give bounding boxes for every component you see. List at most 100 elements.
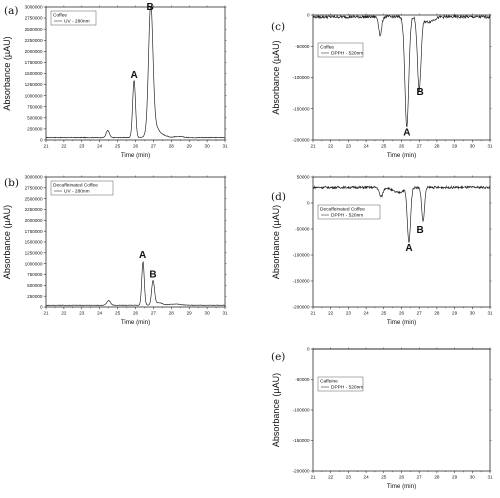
- panel-b-x-tick-label: 28: [169, 311, 175, 316]
- panel-b-peak-a: A: [139, 250, 146, 261]
- panel-c-x-tick-label: 23: [346, 144, 352, 149]
- panel-a-x-tick-label: 24: [97, 144, 103, 149]
- panel-c-y-tick-label: -200000: [293, 138, 310, 143]
- panel-d-x-tick-label: 29: [452, 311, 458, 316]
- panel-e-legend-entry: DPPH - 520nm: [331, 385, 363, 391]
- panel-d-x-tick-label: 22: [328, 311, 334, 316]
- panel-e-y-tick-label: 0: [307, 347, 310, 352]
- panel-c-x-tick-label: 26: [399, 144, 405, 149]
- panel-b-y-tick-label: 750000: [27, 272, 43, 277]
- panel-a-y-tick-label: 1250000: [25, 82, 43, 87]
- panel-d-y-tick-label: -50000: [295, 227, 310, 232]
- panel-c-trace: [312, 14, 491, 128]
- panel-b-y-tick-label: 3000000: [25, 175, 43, 180]
- panel-b-y-tick-label: 500000: [27, 283, 43, 288]
- panel-d-frame: [312, 176, 491, 308]
- panel-b-frame: [45, 176, 226, 308]
- panel-b-x-axis-label: Time (min): [121, 319, 150, 326]
- panel-e-x-tick-label: 22: [328, 475, 334, 480]
- panel-a-x-tick-label: 23: [79, 144, 85, 149]
- panel-a-x-axis-label: Time (min): [121, 152, 150, 159]
- panel-c-peak-b: B: [416, 87, 423, 98]
- panel-b-x-tick-label: 22: [61, 311, 67, 316]
- panel-a-y-tick-label: 2000000: [25, 49, 43, 54]
- panel-b-y-tick-label: 2250000: [25, 207, 43, 212]
- panel-b-y-tick-label: 250000: [27, 294, 43, 299]
- panel-d-y-tick-label: 0: [307, 201, 310, 206]
- panel-d-x-tick-label: 31: [487, 311, 493, 316]
- panel-c-label: (c): [271, 21, 285, 33]
- panel-e-x-tick-label: 23: [346, 475, 352, 480]
- panel-b-y-tick-label: 1500000: [25, 240, 43, 245]
- panel-b-y-tick-label: 1750000: [25, 229, 43, 234]
- panel-d-y-tick-label: -150000: [293, 279, 310, 284]
- panel-d-x-tick-label: 27: [417, 311, 423, 316]
- panel-b-label: (b): [4, 177, 19, 189]
- panel-c-x-tick-label: 21: [310, 144, 316, 149]
- panel-a-y-tick-label: 250000: [27, 127, 43, 132]
- panel-d-peak-a: A: [405, 243, 412, 254]
- panel-b-trace: [45, 260, 226, 306]
- panel-b-y-tick-label: 1250000: [25, 250, 43, 255]
- panel-e-x-tick-label: 31: [487, 475, 493, 480]
- panel-c-x-tick-label: 25: [381, 144, 387, 149]
- panel-c-x-tick-label: 22: [328, 144, 334, 149]
- panel-b-y-tick-label: 2750000: [25, 185, 43, 190]
- panel-a-x-tick-label: 25: [115, 144, 121, 149]
- panel-c-x-tick-label: 30: [470, 144, 476, 149]
- panel-d-x-axis-label: Time (min): [387, 319, 416, 326]
- panel-a-x-tick-label: 28: [169, 144, 175, 149]
- panel-d-x-tick-label: 26: [399, 311, 405, 316]
- panel-c-x-tick-label: 28: [434, 144, 440, 149]
- panel-d-trace: [312, 185, 491, 243]
- panel-c-y-tick-label: -50000: [295, 44, 310, 49]
- panel-c-legend-entry: DPPH - 520nm: [331, 51, 363, 57]
- panel-c-y-tick-label: 0: [307, 13, 310, 18]
- panel-e-x-tick-label: 21: [310, 475, 316, 480]
- panel-e-y-axis-label: Absorbance (µAU): [271, 373, 281, 447]
- panel-c-x-tick-label: 29: [452, 144, 458, 149]
- panel-c-y-tick-label: -150000: [293, 106, 310, 111]
- panel-a-trace: [45, 6, 226, 139]
- panel-c-frame: [312, 14, 491, 141]
- panel-a-y-tick-label: 1500000: [25, 71, 43, 76]
- panel-d-x-tick-label: 25: [381, 311, 387, 316]
- panel-a-y-tick-label: 2500000: [25, 27, 43, 32]
- panel-e-x-tick-label: 29: [452, 475, 458, 480]
- panel-a-y-tick-label: 2750000: [25, 16, 43, 21]
- panel-b-legend-entry: UV - 280nm: [64, 189, 90, 195]
- panel-b-peak-b: B: [149, 270, 156, 281]
- panel-c-x-axis-label: Time (min): [387, 152, 416, 159]
- panel-c-y-tick-label: -100000: [293, 75, 310, 80]
- panel-e-y-tick-label: -200000: [293, 469, 310, 474]
- panel-a-legend-entry: UV - 280nm: [64, 19, 90, 25]
- panel-c-y-axis-label: Absorbance (µAU): [271, 40, 281, 114]
- panel-c-legend-title: Coffee: [320, 45, 334, 51]
- panel-a-x-tick-label: 22: [61, 144, 67, 149]
- panel-a-x-tick-label: 26: [133, 144, 139, 149]
- panel-a-y-tick-label: 500000: [27, 115, 43, 120]
- panel-c-legend: [317, 42, 364, 58]
- panel-d-y-axis-label: Absorbance (µAU): [271, 205, 281, 279]
- panel-e-x-tick-label: 25: [381, 475, 387, 480]
- panel-a-y-tick-label: 0: [40, 138, 43, 143]
- panel-d-x-tick-label: 30: [470, 311, 476, 316]
- panel-e-y-tick-label: -100000: [293, 408, 310, 413]
- panel-d-y-tick-label: -200000: [293, 305, 310, 310]
- panel-b-legend: [50, 180, 114, 196]
- panel-a-y-tick-label: 3000000: [25, 5, 43, 10]
- panel-e-x-tick-label: 27: [417, 475, 423, 480]
- panel-b-x-tick-label: 25: [115, 311, 121, 316]
- panel-d-legend: [317, 204, 381, 220]
- panel-b-y-tick-label: 2000000: [25, 218, 43, 223]
- panel-a-x-tick-label: 27: [151, 144, 157, 149]
- panel-e-y-tick-label: -50000: [295, 377, 310, 382]
- panel-a-legend: [50, 10, 97, 26]
- panel-a-y-tick-label: 2250000: [25, 38, 43, 43]
- panel-b-x-tick-label: 26: [133, 311, 139, 316]
- panel-d-x-tick-label: 21: [310, 311, 316, 316]
- panel-b-y-tick-label: 1000000: [25, 261, 43, 266]
- panel-b-x-tick-label: 23: [79, 311, 85, 316]
- panel-d-x-tick-label: 24: [364, 311, 370, 316]
